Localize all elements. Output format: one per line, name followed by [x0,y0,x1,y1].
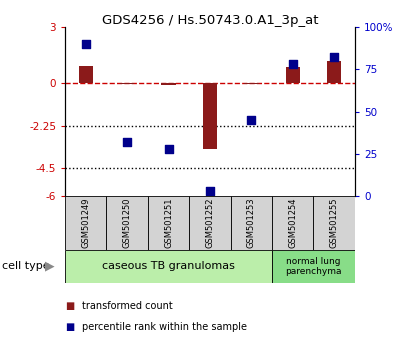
Bar [313,196,355,250]
Bar [148,196,189,250]
Bar [65,196,107,250]
Text: transformed count: transformed count [82,301,173,311]
Text: GSM501255: GSM501255 [330,198,339,248]
Text: GSM501251: GSM501251 [164,198,173,248]
Point [124,139,131,145]
Text: GSM501252: GSM501252 [205,198,215,248]
Point [331,54,338,60]
Text: ■: ■ [65,301,74,311]
Point [248,117,255,123]
Bar [189,196,231,250]
Bar [65,250,272,283]
Bar [161,83,176,85]
Text: GSM501253: GSM501253 [247,198,256,249]
Bar [120,83,134,84]
Text: ■: ■ [65,322,74,332]
Text: cell type: cell type [2,261,50,271]
Point [289,61,296,67]
Text: caseous TB granulomas: caseous TB granulomas [102,261,235,272]
Text: GSM501249: GSM501249 [81,198,90,248]
Point [165,146,172,152]
Text: GSM501254: GSM501254 [288,198,297,248]
Text: GSM501250: GSM501250 [123,198,132,248]
Text: ▶: ▶ [45,260,54,273]
Bar [107,196,148,250]
Bar [272,196,313,250]
Point [207,189,213,194]
Bar [244,83,259,84]
Bar [286,67,300,83]
Bar [327,62,341,83]
Bar [79,66,93,83]
Text: normal lung
parenchyma: normal lung parenchyma [285,257,342,276]
Point [82,41,89,46]
Bar [231,196,272,250]
Text: percentile rank within the sample: percentile rank within the sample [82,322,247,332]
Bar [203,83,217,149]
Text: GDS4256 / Hs.50743.0.A1_3p_at: GDS4256 / Hs.50743.0.A1_3p_at [102,14,318,27]
Bar [272,250,355,283]
